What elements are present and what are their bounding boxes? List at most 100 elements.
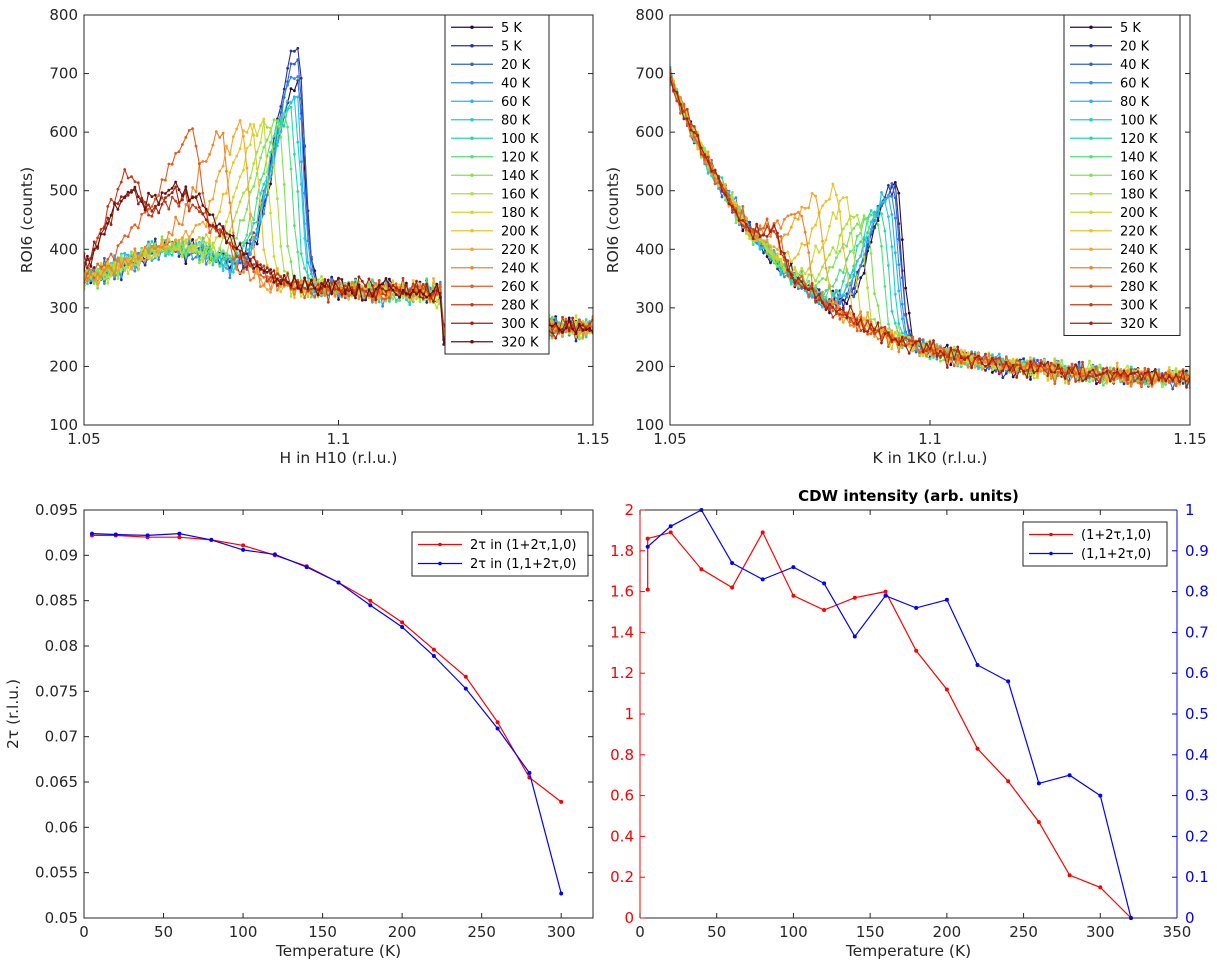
data-point — [225, 192, 228, 195]
data-point — [198, 250, 201, 254]
data-point — [567, 316, 571, 320]
data-point — [887, 327, 890, 330]
data-point — [299, 160, 303, 164]
data-point — [848, 231, 852, 235]
data-point — [828, 266, 831, 269]
data-point — [293, 152, 296, 156]
data-point — [167, 238, 171, 242]
data-point — [103, 256, 106, 260]
data-point — [198, 206, 201, 209]
data-point — [852, 264, 856, 268]
data-point — [262, 182, 266, 186]
data-point — [286, 83, 289, 87]
y-axis-label: ROI6 (counts) — [18, 167, 36, 273]
data-point — [959, 348, 963, 352]
data-point — [432, 277, 435, 280]
data-point — [862, 271, 866, 275]
data-point — [310, 287, 313, 291]
data-point — [211, 143, 215, 147]
data-point — [838, 249, 842, 253]
data-point — [696, 147, 700, 151]
data-point — [248, 278, 252, 282]
data-point — [194, 248, 198, 252]
data-point — [187, 198, 191, 202]
data-point — [831, 303, 835, 306]
data-point — [181, 194, 184, 198]
data-point — [900, 346, 904, 350]
data-point — [252, 255, 256, 259]
data-point — [817, 250, 821, 254]
data-point — [731, 197, 734, 201]
data-point — [581, 323, 585, 327]
data-point — [876, 304, 880, 307]
data-point — [859, 310, 863, 314]
data-point — [130, 175, 133, 179]
data-point — [852, 274, 856, 278]
data-point — [391, 279, 395, 283]
data-point — [783, 271, 786, 274]
data-point — [316, 283, 320, 286]
data-point — [384, 297, 388, 301]
data-point — [869, 252, 873, 255]
data-point — [1022, 357, 1025, 360]
legend-marker — [470, 173, 474, 178]
data-point — [231, 234, 235, 238]
data-point — [272, 280, 276, 284]
data-point — [831, 246, 835, 249]
plot-area — [670, 65, 1190, 391]
data-point — [272, 118, 276, 122]
data-point — [221, 226, 225, 230]
data-point — [167, 193, 171, 197]
data-point — [282, 112, 286, 115]
data-point — [859, 276, 863, 280]
data-point — [276, 267, 279, 270]
data-point — [119, 260, 123, 263]
data-point — [262, 190, 266, 194]
data-point — [394, 293, 398, 296]
data-point — [106, 267, 110, 271]
data-point — [731, 211, 734, 214]
data-point — [164, 247, 167, 251]
data-point — [776, 264, 779, 268]
data-point — [140, 197, 144, 200]
data-point — [255, 242, 259, 246]
y-tick-label: 600 — [49, 123, 78, 141]
data-point — [554, 322, 558, 325]
data-point — [245, 239, 249, 243]
data-point — [1001, 376, 1005, 379]
data-point — [973, 365, 977, 369]
data-point — [279, 290, 283, 294]
data-point — [1008, 370, 1012, 374]
data-point — [153, 242, 157, 246]
data-point — [164, 243, 167, 246]
legend-label: 240 K — [501, 261, 539, 276]
data-point — [228, 171, 232, 174]
data-point — [807, 206, 811, 210]
data-point — [326, 285, 330, 288]
data-point — [184, 262, 188, 265]
data-point — [109, 266, 113, 270]
data-point — [242, 191, 245, 195]
data-point — [987, 367, 991, 371]
data-point — [841, 246, 845, 250]
data-point — [350, 291, 354, 295]
data-point — [211, 245, 215, 249]
data-point — [235, 186, 239, 190]
data-point — [272, 163, 276, 167]
data-point — [157, 245, 161, 248]
data-point — [810, 291, 814, 295]
data-point — [310, 255, 313, 259]
data-point — [259, 273, 262, 277]
data-point — [758, 247, 762, 251]
data-point — [299, 96, 303, 100]
data-point — [398, 299, 401, 302]
data-point — [769, 245, 772, 249]
data-point — [150, 205, 154, 208]
data-point — [242, 244, 245, 248]
data-point — [897, 191, 901, 195]
data-point — [350, 294, 354, 298]
data-point — [384, 289, 388, 293]
data-point — [310, 292, 313, 295]
data-point — [751, 243, 755, 247]
data-point — [578, 335, 581, 339]
